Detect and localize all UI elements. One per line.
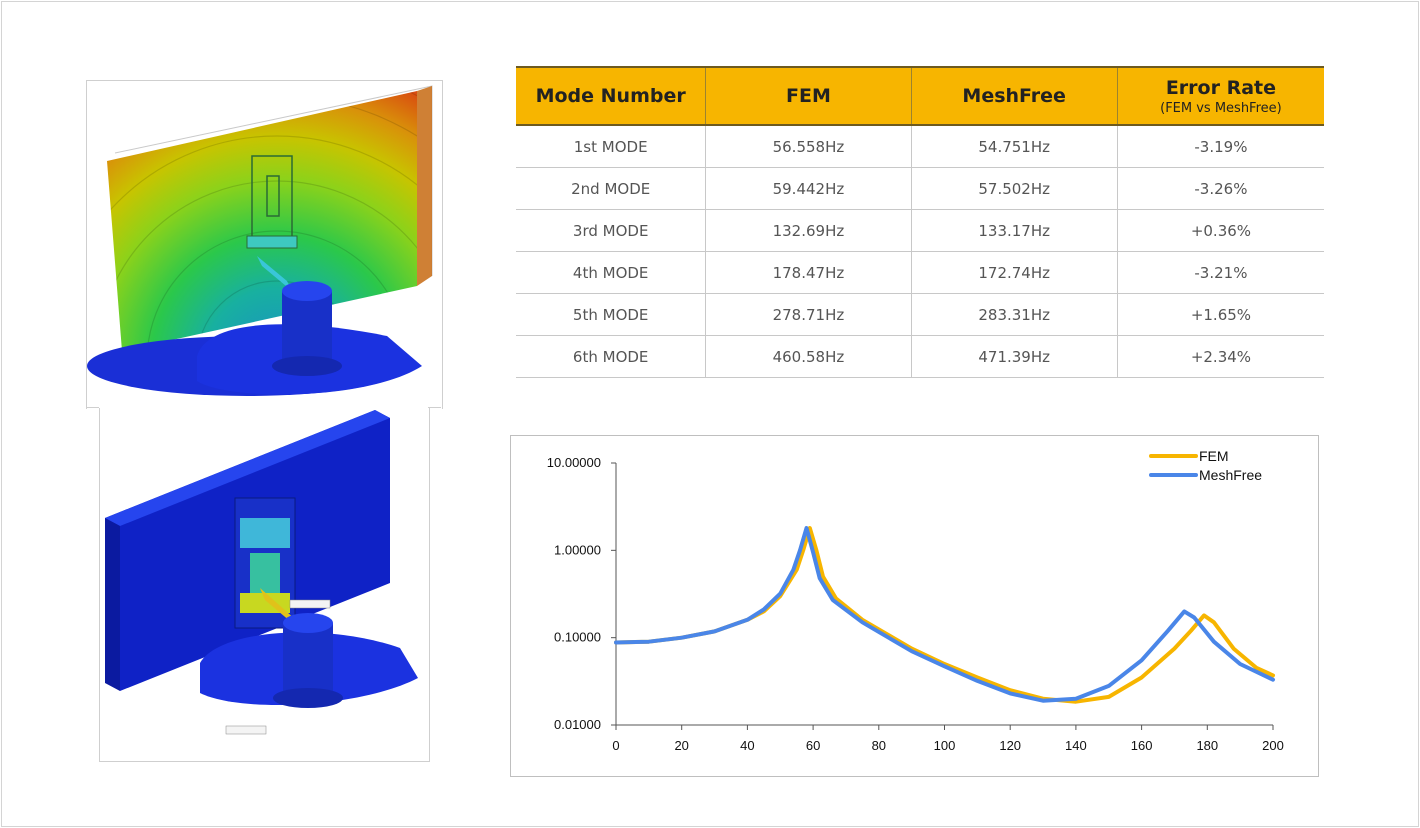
chart-svg: 10.00000 1.00000 0.10000 0.01000 0 20 40 60 80 10… [547,448,1284,753]
y-tick-label: 1.00000 [554,542,601,557]
x-tick-label: 200 [1262,738,1284,753]
x-tick-label: 80 [872,738,886,753]
table-cell: 178.47Hz [705,251,912,294]
table-cell: 471.39Hz [911,335,1118,378]
x-tick-label: 20 [674,738,688,753]
y-tick-label: 0.10000 [554,630,601,645]
table-cell: 5th MODE [516,293,707,336]
results-table: Mode Number FEM MeshFree Error Rate (FEM … [516,66,1324,378]
image-frame-joint [86,407,99,408]
x-tick-label: 140 [1065,738,1087,753]
x-tick-label: 120 [999,738,1021,753]
x-tick-label: 180 [1196,738,1218,753]
x-tick-label: 40 [740,738,754,753]
header-mode-number: Mode Number [516,66,707,126]
table-cell: 59.442Hz [705,167,912,210]
legend-label-meshfree: MeshFree [1199,467,1262,483]
x-tick-label: 0 [612,738,619,753]
table-cell: 133.17Hz [911,209,1118,252]
frequency-response-chart: 10.00000 1.00000 0.10000 0.01000 0 20 40 60 80 10… [510,435,1319,777]
table-row: 2nd MODE 59.442Hz 57.502Hz -3.26% [516,167,1324,210]
y-tick-label: 10.00000 [547,455,601,470]
table-cell: +0.36% [1117,209,1324,252]
table-cell: -3.21% [1117,251,1324,294]
header-meshfree: MeshFree [911,66,1118,126]
table-cell: +1.65% [1117,293,1324,336]
series-line-meshfree [614,526,1275,703]
table-row: 5th MODE 278.71Hz 283.31Hz +1.65% [516,293,1324,336]
table-cell: 4th MODE [516,251,707,294]
table-cell: 1st MODE [516,125,707,168]
table-row: 6th MODE 460.58Hz 471.39Hz +2.34% [516,335,1324,378]
header-error-rate: Error Rate (FEM vs MeshFree) [1117,66,1324,126]
table-cell: 6th MODE [516,335,707,378]
table-cell: 132.69Hz [705,209,912,252]
table-cell: 460.58Hz [705,335,912,378]
legend-label-fem: FEM [1199,448,1229,464]
table-row: 3rd MODE 132.69Hz 133.17Hz +0.36% [516,209,1324,252]
table-cell: 172.74Hz [911,251,1118,294]
x-tick-label: 60 [806,738,820,753]
table-cell: 278.71Hz [705,293,912,336]
header-error-rate-sub: (FEM vs MeshFree) [1160,100,1282,116]
simulation-image-bottom [99,408,430,762]
y-tick-label: 0.01000 [554,717,601,732]
table-cell: +2.34% [1117,335,1324,378]
table-cell: 57.502Hz [911,167,1118,210]
simulation-image-top [86,80,443,409]
image-frame-joint [428,407,441,408]
table-cell: 56.558Hz [705,125,912,168]
table-cell: 283.31Hz [911,293,1118,336]
table-row: 1st MODE 56.558Hz 54.751Hz -3.19% [516,125,1324,168]
table-cell: 3rd MODE [516,209,707,252]
table-cell: -3.19% [1117,125,1324,168]
table-cell: 2nd MODE [516,167,707,210]
table-cell: -3.26% [1117,167,1324,210]
series-line-fem [614,526,1275,704]
table-header-row: Mode Number FEM MeshFree Error Rate (FEM … [516,66,1324,126]
table-row: 4th MODE 178.47Hz 172.74Hz -3.21% [516,251,1324,294]
table-cell: 54.751Hz [911,125,1118,168]
header-fem: FEM [705,66,912,126]
x-tick-label: 100 [934,738,956,753]
x-tick-label: 160 [1131,738,1153,753]
